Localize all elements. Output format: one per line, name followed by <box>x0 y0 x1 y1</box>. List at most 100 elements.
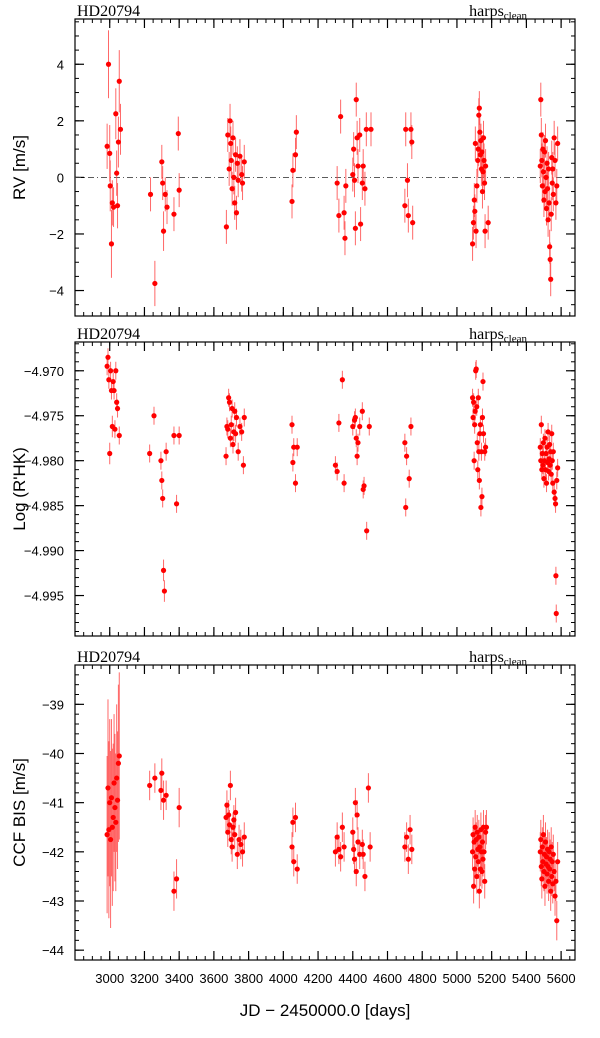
data-point <box>152 775 158 781</box>
data-point <box>553 878 559 884</box>
data-point <box>552 157 558 164</box>
data-point <box>543 205 550 212</box>
data-point <box>482 878 488 884</box>
data-point <box>547 462 553 468</box>
data-point <box>173 501 180 507</box>
data-point <box>162 191 168 197</box>
data-point <box>545 217 551 223</box>
data-point <box>107 836 114 843</box>
data-point <box>233 414 240 421</box>
data-point <box>549 859 555 865</box>
data-point <box>470 414 476 421</box>
data-point <box>549 458 555 464</box>
data-point <box>234 160 240 166</box>
data-point <box>171 888 177 894</box>
data-point <box>481 157 487 164</box>
data-point <box>225 426 231 432</box>
data-point <box>332 462 339 468</box>
data-point <box>410 220 416 226</box>
data-point <box>549 873 555 880</box>
data-point <box>294 444 300 450</box>
data-point <box>550 166 556 172</box>
data-point <box>546 849 552 855</box>
data-point <box>105 61 112 67</box>
data-point <box>547 244 553 250</box>
data-point <box>542 883 548 889</box>
data-point <box>352 225 358 231</box>
data-point <box>541 149 548 155</box>
data-point <box>110 378 116 385</box>
data-point <box>160 567 167 573</box>
data-point <box>147 450 153 457</box>
data-point <box>336 420 342 426</box>
data-point <box>230 135 236 141</box>
data-point <box>553 610 559 617</box>
data-point <box>224 802 230 808</box>
data-point <box>112 804 118 811</box>
data-point <box>158 787 164 793</box>
data-point <box>474 404 480 410</box>
data-point <box>350 829 356 835</box>
data-point <box>362 873 368 880</box>
data-point <box>160 495 166 502</box>
data-point <box>479 188 486 195</box>
data-point <box>473 854 479 860</box>
data-point <box>402 844 408 850</box>
data-point <box>239 849 246 855</box>
data-point <box>544 871 550 877</box>
data-point <box>226 812 232 818</box>
data-point <box>342 235 348 241</box>
data-point <box>228 157 234 164</box>
data-point <box>479 494 485 500</box>
data-point <box>107 368 114 374</box>
data-point <box>241 159 247 165</box>
data-point <box>238 841 244 848</box>
data-point <box>473 228 479 234</box>
data-point <box>113 368 119 374</box>
data-point <box>553 200 559 206</box>
data-point <box>478 504 484 511</box>
data-point <box>237 153 243 159</box>
data-point <box>542 138 549 144</box>
data-point <box>549 180 555 186</box>
data-point <box>403 504 409 511</box>
data-point <box>241 834 247 840</box>
data-point <box>473 366 479 372</box>
data-point <box>163 449 169 455</box>
data-point <box>239 180 246 186</box>
x-tick-label: 4600 <box>373 971 402 986</box>
data-point <box>476 834 482 840</box>
data-point <box>485 220 491 226</box>
data-point <box>472 140 478 147</box>
data-point <box>480 378 486 385</box>
data-point <box>236 836 242 843</box>
data-point <box>409 846 415 852</box>
data-point <box>113 111 119 117</box>
data-point <box>176 187 182 193</box>
data-point <box>227 435 233 441</box>
data-point <box>173 876 180 882</box>
data-point <box>334 468 340 475</box>
data-point <box>409 139 415 145</box>
data-point <box>552 495 558 502</box>
data-point <box>477 129 483 135</box>
data-point <box>359 408 365 414</box>
x-axis-label: JD − 2450000.0 [days] <box>240 1001 411 1020</box>
data-point <box>482 829 489 835</box>
y-tick-label: −4.995 <box>24 589 64 604</box>
data-point <box>406 476 412 482</box>
data-point <box>227 782 233 789</box>
data-point <box>341 210 347 216</box>
data-point <box>537 444 543 450</box>
data-point <box>160 228 167 234</box>
data-point <box>115 139 122 145</box>
data-point <box>539 183 545 189</box>
data-point <box>237 423 243 430</box>
data-point <box>403 834 410 840</box>
data-point <box>292 814 299 821</box>
data-point <box>469 849 476 855</box>
data-point <box>543 480 550 486</box>
data-point <box>482 228 488 234</box>
data-point <box>293 129 299 135</box>
